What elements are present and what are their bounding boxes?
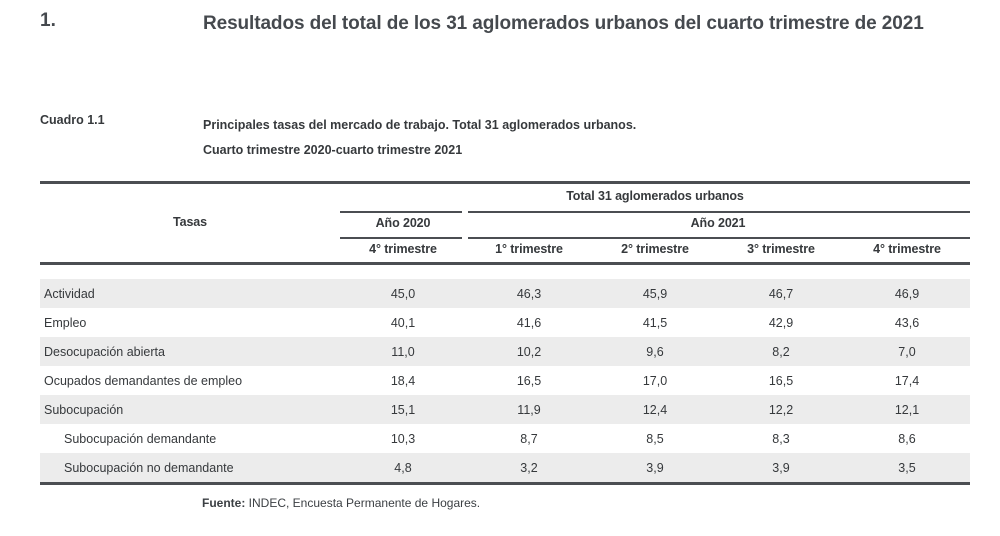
column-header-trimestre-3: 2° trimestre (621, 242, 689, 256)
row-value: 16,5 (516, 373, 542, 388)
row-value: 12,2 (768, 402, 794, 417)
table-row: Subocupación 15,1 11,9 12,4 12,2 12,1 (40, 395, 970, 424)
table-row: Empleo 40,1 41,6 41,5 42,9 43,6 (40, 308, 970, 337)
source-text: INDEC, Encuesta Permanente de Hogares. (245, 496, 481, 510)
row-value: 15,1 (390, 402, 416, 417)
row-value: 9,6 (646, 344, 664, 359)
year-rule-2020 (340, 237, 462, 239)
row-value: 12,1 (894, 402, 920, 417)
year-header-2020: Año 2020 (375, 216, 431, 230)
page-title: Resultados del total de los 31 aglomerad… (203, 13, 924, 34)
row-label: Actividad (44, 286, 95, 301)
table-label: Cuadro 1.1 (40, 113, 105, 127)
table-title: Principales tasas del mercado de trabajo… (203, 113, 823, 163)
table-body: Actividad 45,0 46,3 45,9 46,7 46,9 Empleo 40,1 4… (40, 279, 970, 482)
table-top-rule (40, 181, 970, 184)
row-value: 7,0 (898, 344, 916, 359)
row-label: Subocupación no demandante (64, 460, 234, 475)
year-rule-2021 (468, 237, 970, 239)
table-row: Subocupación demandante 10,3 8,7 8,5 8,3 8,6 (40, 424, 970, 453)
row-value: 12,4 (642, 402, 668, 417)
row-value: 3,5 (898, 460, 916, 475)
row-value: 43,6 (894, 315, 920, 330)
table-bottom-rule (40, 482, 970, 485)
row-value: 10,2 (516, 344, 542, 359)
row-value: 8,5 (646, 431, 664, 446)
source-note: Fuente: INDEC, Encuesta Permanente de Ho… (202, 496, 480, 510)
row-label: Ocupados demandantes de empleo (44, 373, 243, 388)
row-value: 10,3 (390, 431, 416, 446)
group-header-total-aglomerados: Total 31 aglomerados urbanos (566, 189, 744, 203)
column-header-trimestre-4: 3° trimestre (747, 242, 815, 256)
data-table: Tasas Total 31 aglomerados urbanos Año 2… (40, 178, 970, 488)
column-header-trimestre-2: 1° trimestre (495, 242, 563, 256)
row-value: 41,5 (642, 315, 668, 330)
table-row: Actividad 45,0 46,3 45,9 46,7 46,9 (40, 279, 970, 308)
row-value: 11,0 (391, 344, 415, 359)
column-header-trimestre-5: 4° trimestre (873, 242, 941, 256)
table-row: Subocupación no demandante 4,8 3,2 3,9 3,9 3,… (40, 453, 970, 482)
column-header-tasas: Tasas (172, 215, 207, 229)
row-value: 45,9 (642, 286, 668, 301)
row-value: 11,9 (517, 402, 541, 417)
row-value: 46,9 (894, 286, 920, 301)
table-title-line-1: Principales tasas del mercado de trabajo… (203, 118, 637, 132)
column-header-trimestre-1: 4° trimestre (369, 242, 437, 256)
row-value: 46,3 (516, 286, 542, 301)
group-header-rule-right (468, 211, 970, 213)
row-label: Subocupación (44, 402, 124, 417)
row-value: 8,6 (898, 431, 916, 446)
year-header-2021: Año 2021 (690, 216, 746, 230)
row-value: 18,4 (390, 373, 416, 388)
row-value: 17,0 (642, 373, 668, 388)
row-label: Subocupación demandante (64, 431, 217, 446)
row-value: 17,4 (894, 373, 920, 388)
source-label: Fuente: (202, 496, 246, 510)
header-bottom-rule (40, 262, 970, 265)
row-value: 40,1 (390, 315, 416, 330)
row-value: 42,9 (768, 315, 794, 330)
table-title-line-2: Cuarto trimestre 2020-cuarto trimestre 2… (203, 143, 463, 157)
row-value: 8,3 (772, 431, 790, 446)
table-row: Ocupados demandantes de empleo 18,4 16,5 17… (40, 366, 970, 395)
section-number: 1. (40, 10, 56, 31)
row-value: 3,2 (520, 460, 538, 475)
table-row: Desocupación abierta 11,0 10,2 9,6 8,2 7,0 (40, 337, 970, 366)
row-value: 41,6 (516, 315, 542, 330)
row-value: 3,9 (772, 460, 790, 475)
row-value: 3,9 (646, 460, 664, 475)
row-value: 46,7 (768, 286, 794, 301)
row-value: 45,0 (390, 286, 416, 301)
row-value: 8,2 (772, 344, 790, 359)
row-label: Empleo (44, 315, 87, 330)
row-value: 4,8 (394, 460, 412, 475)
row-label: Desocupación abierta (44, 344, 165, 359)
group-header-rule-left (340, 211, 462, 213)
row-value: 16,5 (768, 373, 794, 388)
row-value: 8,7 (520, 431, 538, 446)
